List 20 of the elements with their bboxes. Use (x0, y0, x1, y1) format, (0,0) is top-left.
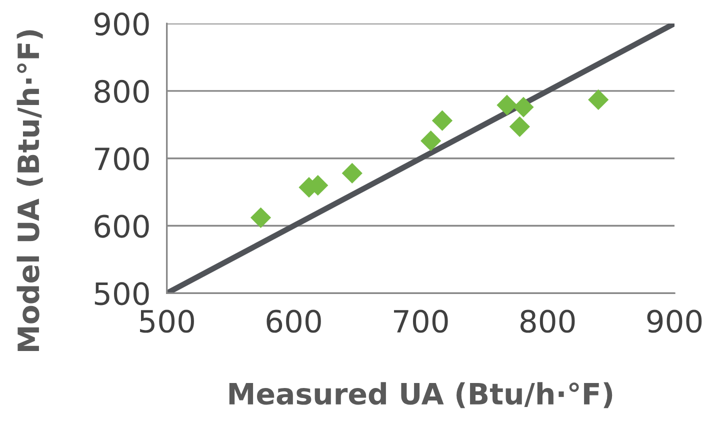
y-tick-label: 800 (94, 80, 149, 103)
y-tick-label: 500 (94, 282, 149, 306)
point (588, 89, 609, 110)
point (432, 110, 453, 131)
point (342, 162, 362, 184)
x-axis-title: Measured UA (Btu/h·°F) (229, 382, 612, 408)
point (513, 96, 534, 118)
point (250, 207, 272, 228)
x-tick-label: 900 (647, 310, 702, 333)
x-tick-label: 800 (520, 310, 575, 333)
point (509, 116, 530, 137)
x-tick-label: 700 (394, 310, 448, 333)
y-axis-title: Model UA (Btu/h·°F) (16, 30, 43, 352)
x-tick-label: 500 (140, 310, 194, 333)
x-tick-label: 600 (266, 310, 321, 333)
y-tick-label: 600 (94, 214, 149, 238)
y-tick-label: 700 (95, 147, 149, 170)
point (420, 130, 442, 152)
point (496, 94, 518, 116)
y-tick-label: 900 (94, 12, 149, 36)
